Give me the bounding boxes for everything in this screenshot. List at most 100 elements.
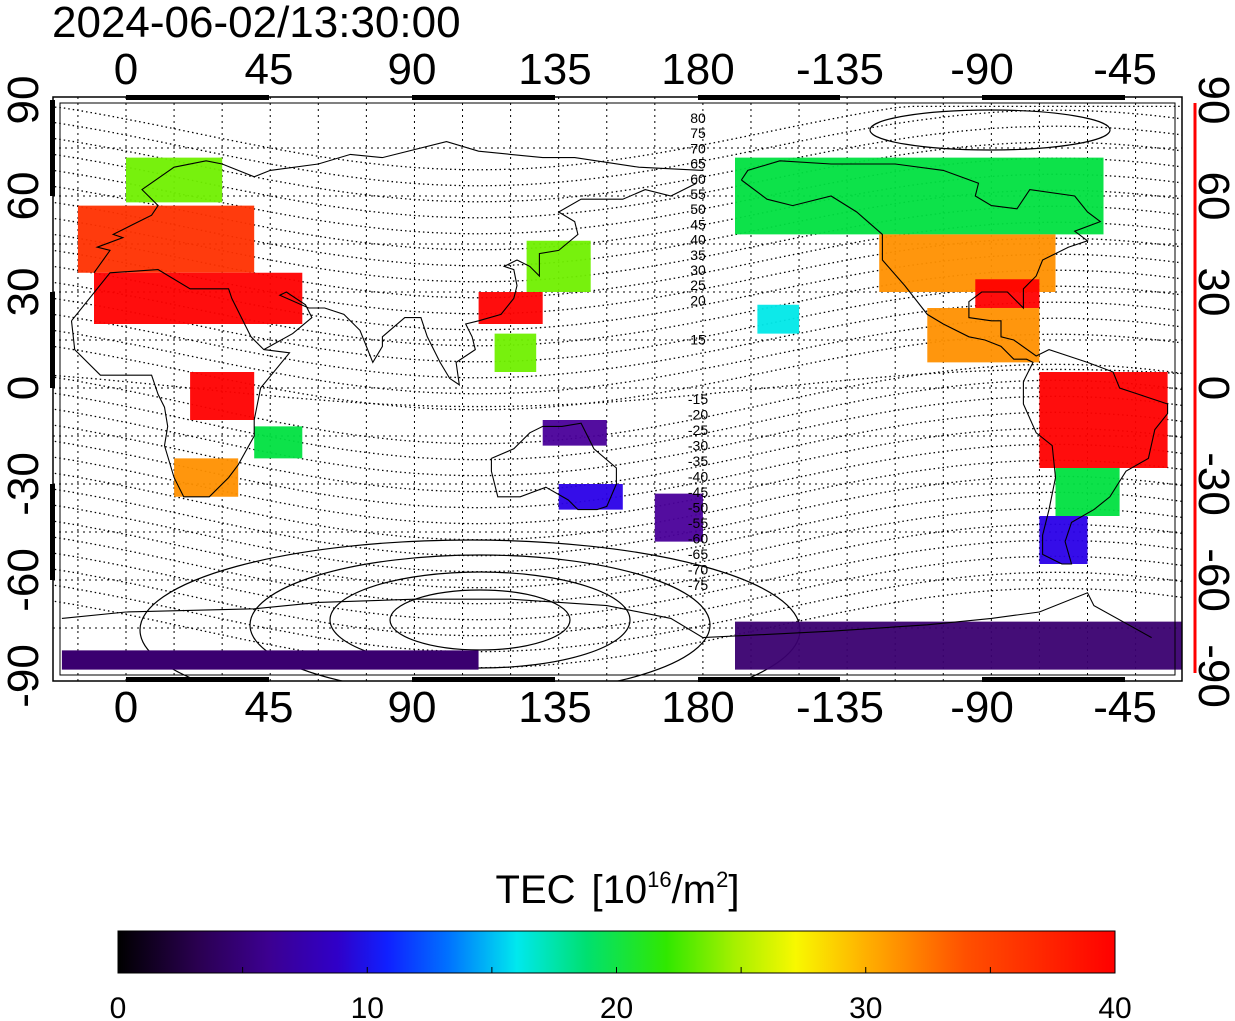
coastlines [61,141,1169,639]
axis-bar-left [50,484,55,580]
magnetic-latitude-label: -70 [688,562,708,578]
tec-region-japan [526,240,591,292]
y-tick-label-left: -90 [0,644,48,708]
tec-region-southeast-australia [558,484,623,510]
y-tick-label-right: 0 [1189,376,1235,400]
tec-data-layer [61,157,1182,670]
unit-part-b: /m [671,868,717,912]
coastline [93,141,703,274]
colorbar-title: TEC [1016/m2] [0,866,1235,914]
y-tick-label-left: -60 [0,548,48,612]
tec-region-east-africa-coast [254,426,303,459]
magnetic-latitude-label: 35 [690,247,706,263]
x-tick-label-bottom: 0 [114,683,138,732]
axis-bar-left [50,100,55,196]
map-inner-frame [59,102,1176,676]
magnetic-latitude-label: -65 [688,546,708,562]
x-tick-label-top: -90 [950,45,1014,94]
coastline [490,422,617,511]
y-tick-label-left: 60 [0,172,48,221]
colorbar-unit: [1016/m2] [592,866,740,914]
magnetic-pole-contour [869,109,1111,151]
y-tick-label-right: 60 [1189,172,1235,221]
colorbar-tick-label: 40 [1098,992,1131,1021]
x-tick-label-top: 90 [388,45,437,94]
y-tick-label-left: 90 [0,76,48,125]
x-tick-label-bottom: -45 [1093,683,1157,732]
unit-part-c: ] [728,868,740,912]
y-axis-left: 90 60 30 0 -30 -60 -90 [0,76,55,708]
y-tick-label-right: 30 [1189,268,1235,317]
x-tick-label-bottom: 180 [661,683,734,732]
x-tick-label-top: 45 [245,45,294,94]
y-tick-label-right: 90 [1189,76,1235,125]
magnetic-pole-contour [389,589,571,651]
tec-region-southeast-united-states [975,279,1040,308]
magnetic-latitude-label: -15 [688,391,708,407]
coastline [740,160,1169,565]
magnetic-latitude-label: -60 [688,531,708,547]
tec-region-antarctic-west [61,650,479,670]
x-tick-label-bottom: 135 [518,683,591,732]
tec-region-southern-africa [174,458,239,497]
tec-region-amazon-and-brazil [1039,372,1168,468]
x-tick-label-bottom: -135 [796,683,884,732]
magnetic-latitude-label: -35 [688,453,708,469]
magnetic-latitude-label: -25 [688,422,708,438]
axis-bar-bottom [126,677,269,682]
coastline [70,269,291,498]
tec-region-new-zealand [654,493,703,542]
coastline [61,592,1152,639]
tec-region-hawaii [757,304,800,334]
tec-region-argentina [1055,468,1120,516]
x-axis-bottom: 0 45 90 135 180 -135 -90 -45 [114,677,1157,732]
magnetic-latitude-label: 20 [690,292,706,308]
x-tick-label-bottom: 90 [388,683,437,732]
tec-region-antarctic-coast [735,621,1182,670]
magnetic-latitude-label: -75 [688,577,708,593]
axis-bar-top [126,95,269,100]
y-tick-label-left: 0 [0,376,48,400]
colorbar [117,930,1116,974]
magnetic-latitude-label: -55 [688,515,708,531]
tec-region-europe [77,205,255,273]
axis-bar-bottom [982,677,1125,682]
tec-region-central-america [927,308,1040,363]
colorbar-ticks: 0 10 20 30 40 [110,967,1132,1021]
y-tick-label-right: -60 [1189,548,1235,612]
magnetic-latitude-label: 75 [690,125,706,141]
magnetic-latitude-label: -45 [688,484,708,500]
x-tick-label-top: 135 [518,45,591,94]
x-tick-label-top: -135 [796,45,884,94]
magnetic-latitude-label: 15 [690,332,706,348]
map-frame [52,96,1183,682]
magnetic-latitude-label: 55 [690,186,706,202]
magnetic-latitude-label: 60 [690,171,706,187]
unit-exponent-b: 2 [716,867,729,892]
axis-bar-bottom [412,677,555,682]
tec-region-alaska-and-canada [735,157,1104,235]
tec-region-central-africa [190,372,255,420]
magnetic-latitude-line [53,368,1182,408]
magnetic-latitude-label: -40 [688,469,708,485]
unit-part-a: [10 [591,868,648,912]
tec-region-united-states [879,234,1056,292]
magnetic-latitude-line [53,141,1182,219]
x-axis-top: 0 45 90 135 180 -135 -90 -45 [114,45,1157,100]
timestamp-title: 2024-06-02/13:30:00 [52,0,461,47]
colorbar-tick-label: 10 [351,992,384,1021]
x-tick-label-top: 0 [114,45,138,94]
axis-bar-top [698,95,840,100]
magnetic-latitude-line [53,109,1182,187]
axis-bar-bottom [698,677,840,682]
y-tick-label-right: -90 [1189,644,1235,708]
magnetic-latitude-line [53,125,1182,203]
y-axis-right: 90 60 30 0 -30 -60 -90 [1189,76,1235,708]
colorbar-tick-label: 30 [849,992,882,1021]
axis-bar-top [982,95,1125,100]
tec-region-patagonia [1039,516,1088,564]
magnetic-latitude-label: -50 [688,500,708,516]
colorbar-tick-label: 0 [110,992,127,1021]
colorbar-quantity: TEC [495,868,576,912]
